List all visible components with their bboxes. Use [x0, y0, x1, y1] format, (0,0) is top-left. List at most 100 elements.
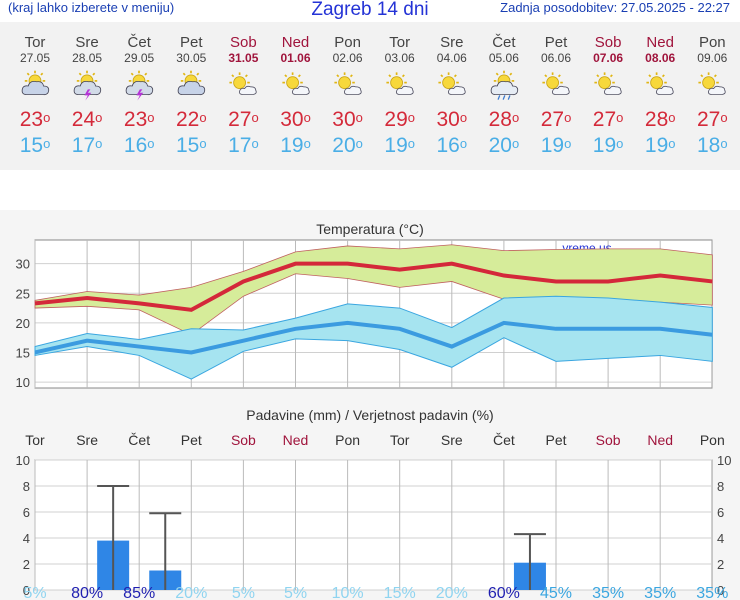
- min-temp: 20o: [488, 134, 520, 157]
- day-column[interactable]: Čet 29.05 23o 16o: [113, 22, 165, 159]
- daily-forecast-strip: Tor 27.05 23o 15o Sre 28.05 24o 17o Čet 29.05 2…: [0, 22, 740, 170]
- max-temp: 29o: [384, 108, 415, 131]
- min-temp: 19o: [540, 134, 572, 157]
- min-temp: 16o: [123, 134, 155, 157]
- y-tick-label: 30: [16, 257, 30, 272]
- x-tick-label: Sob: [596, 432, 621, 448]
- day-date: 07.06: [593, 51, 624, 65]
- day-column[interactable]: Pon 09.06 27o 18o: [686, 22, 738, 159]
- chart-title: Padavine (mm) / Verjetnost padavin (%): [246, 407, 493, 423]
- day-name: Ned: [646, 34, 674, 51]
- min-temp: 19o: [644, 134, 676, 157]
- min-temp: 19o: [592, 134, 624, 157]
- precip-probability: 35%: [644, 585, 676, 600]
- min-temp: 17o: [228, 134, 259, 157]
- max-temp: 27o: [697, 108, 728, 131]
- min-temp: 19o: [384, 134, 415, 157]
- y-tick-label-right: 2: [717, 557, 724, 572]
- max-temp: 24o: [71, 108, 103, 131]
- precip-probability: 60%: [488, 585, 520, 600]
- day-date: 29.05: [124, 51, 155, 65]
- precip-probability: 20%: [436, 585, 468, 600]
- y-tick-label-left: 10: [16, 453, 30, 468]
- day-column[interactable]: Tor 03.06 29o 19o: [374, 22, 426, 159]
- day-column[interactable]: Pet 06.06 27o 19o: [530, 22, 582, 159]
- x-tick-label: Pet: [545, 432, 566, 448]
- y-tick-label-right: 6: [717, 505, 724, 520]
- y-tick-label-right: 10: [717, 453, 731, 468]
- precip-probability: 20%: [175, 585, 207, 600]
- location-menu-hint[interactable]: (kraj lahko izberete v meniju): [8, 0, 175, 15]
- max-temp: 23o: [19, 108, 51, 131]
- x-tick-label: Pon: [335, 432, 360, 448]
- min-temp: 19o: [280, 134, 311, 157]
- precipitation-chart: Padavine (mm) / Verjetnost padavin (%) To…: [16, 407, 732, 600]
- min-temp: 20o: [332, 134, 363, 157]
- y-tick-label-left: 2: [23, 557, 30, 572]
- precip-probability: 35%: [696, 585, 728, 600]
- sun-cloud-icon: [646, 72, 674, 95]
- top-bar: (kraj lahko izberete v meniju) Zagreb 14…: [0, 0, 740, 22]
- precip-probability: 5%: [23, 585, 46, 600]
- day-column[interactable]: Pon 02.06 30o 20o: [322, 22, 374, 159]
- max-temp: 27o: [540, 108, 572, 131]
- day-date: 02.06: [332, 51, 363, 65]
- sun-cloud-icon: [698, 72, 726, 95]
- day-column[interactable]: Sre 04.06 30o 16o: [426, 22, 478, 159]
- max-temp: 30o: [436, 108, 468, 131]
- y-tick-label-left: 4: [23, 531, 30, 546]
- x-tick-label: Čet: [128, 432, 150, 448]
- y-tick-label-left: 8: [23, 479, 30, 494]
- day-column[interactable]: Pet 30.05 22o 15o: [165, 22, 217, 159]
- precip-probability: 35%: [592, 585, 624, 600]
- day-name: Sob: [594, 34, 622, 51]
- x-tick-label: Ned: [647, 432, 673, 448]
- y-tick-label: 10: [16, 375, 30, 390]
- sun-cloud-icon: [281, 72, 310, 95]
- sun-cloud-icon: [438, 72, 466, 95]
- day-column[interactable]: Čet 05.06 28o 20o: [478, 22, 530, 159]
- precip-probability: 15%: [384, 585, 416, 600]
- day-name: Pon: [698, 34, 726, 51]
- max-temp: 27o: [228, 108, 259, 131]
- max-temp: 23o: [123, 108, 155, 131]
- day-column[interactable]: Sob 31.05 27o 17o: [217, 22, 269, 159]
- thunderstorm-icon: [73, 70, 102, 101]
- y-tick-label-left: 0: [23, 583, 30, 598]
- day-column[interactable]: Tor 27.05 23o 15o: [9, 22, 61, 159]
- thunderstorm-icon: [125, 70, 154, 101]
- day-column[interactable]: Sob 07.06 27o 19o: [582, 22, 634, 159]
- day-date: 03.06: [384, 51, 415, 65]
- day-date: 01.06: [280, 51, 311, 65]
- day-column[interactable]: Sre 28.05 24o 17o: [61, 22, 113, 159]
- precip-probability: 10%: [332, 585, 364, 600]
- y-tick-label-left: 6: [23, 505, 30, 520]
- min-temp-line: [34, 320, 713, 355]
- day-name: Tor: [24, 34, 46, 51]
- day-column[interactable]: Ned 01.06 30o 19o: [270, 22, 322, 159]
- last-update-text: Zadnja posodobitev: 27.05.2025 - 22:27: [500, 0, 730, 15]
- day-date: 05.06: [488, 51, 519, 65]
- page-title: Zagreb 14 dni: [311, 0, 429, 20]
- max-temp: 28o: [488, 108, 520, 131]
- day-date: 06.06: [540, 51, 572, 65]
- x-tick-label: Sre: [76, 432, 98, 448]
- graph-panel: 10 15 20 25 30 Temperatura (°C) vreme.us Padav…: [0, 210, 740, 600]
- day-name: Pet: [544, 34, 568, 51]
- x-tick-label: Čet: [493, 432, 515, 448]
- y-tick-label: 15: [16, 345, 30, 360]
- x-tick-label: Sre: [441, 432, 463, 448]
- precip-probability: 80%: [71, 585, 103, 600]
- day-date: 30.05: [176, 51, 207, 65]
- x-tick-label: Pon: [700, 432, 725, 448]
- partly-cloudy-icon: [178, 70, 206, 96]
- y-tick-label-right: 8: [717, 479, 724, 494]
- day-name: Pet: [180, 34, 203, 51]
- min-temp: 15o: [19, 134, 51, 157]
- day-date: 27.05: [19, 51, 51, 65]
- y-tick-label: 20: [16, 316, 30, 331]
- sun-rain-icon: [490, 70, 519, 100]
- precip-probability: 5%: [232, 585, 255, 600]
- day-column[interactable]: Ned 08.06 28o 19o: [634, 22, 686, 159]
